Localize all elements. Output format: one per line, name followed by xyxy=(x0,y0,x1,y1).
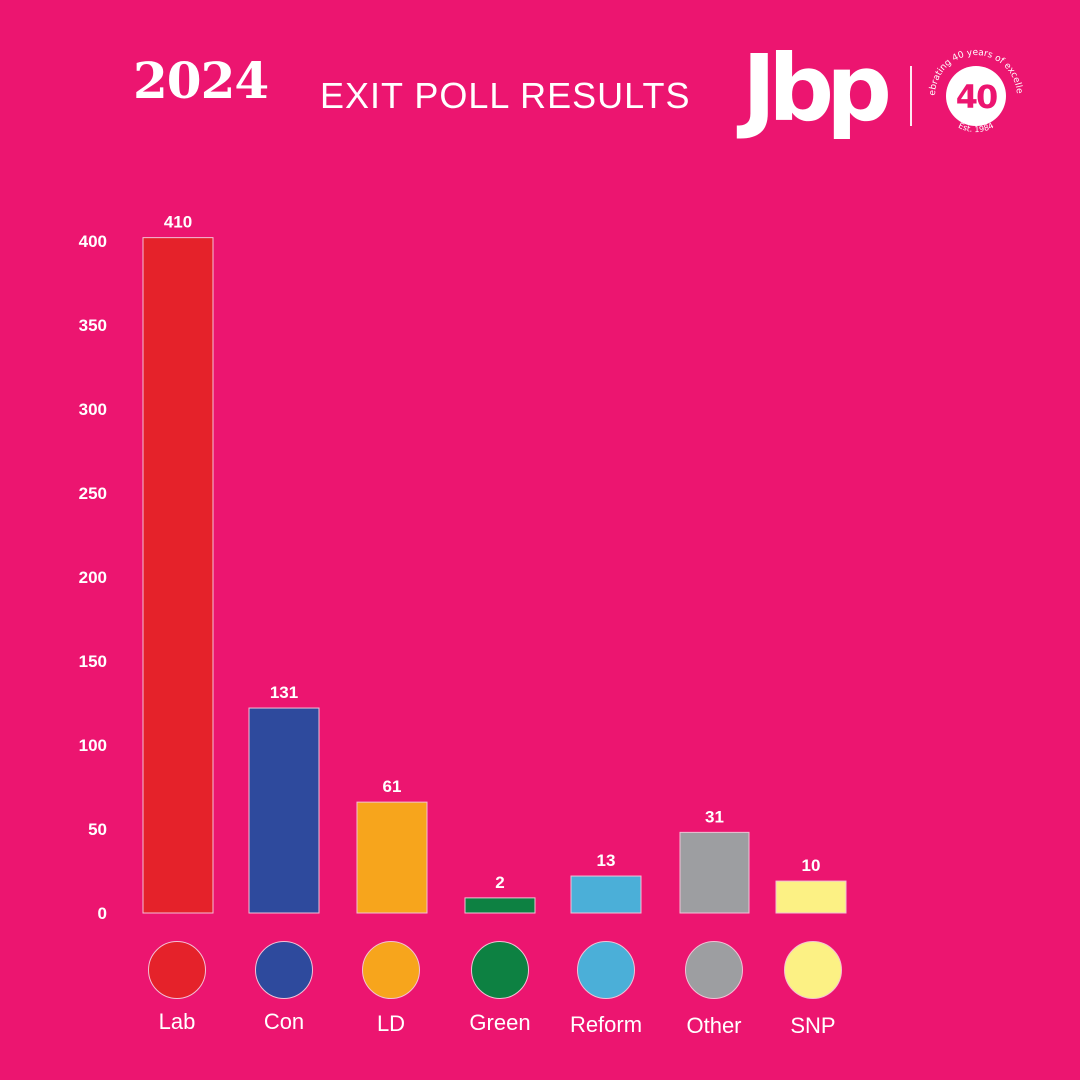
bar-other xyxy=(679,831,750,914)
value-label-other: 31 xyxy=(705,807,724,826)
value-label-con: 131 xyxy=(270,683,298,702)
legend-swatch-other xyxy=(685,941,743,999)
page-title: EXIT POLL RESULTS xyxy=(320,75,691,116)
legend-swatch-reform xyxy=(577,941,635,999)
logo-divider xyxy=(910,66,912,126)
value-label-snp: 10 xyxy=(802,856,821,875)
category-label-ld: LD xyxy=(377,1011,405,1036)
value-label-ld: 61 xyxy=(383,777,402,796)
badge-number: 40 xyxy=(956,78,997,116)
legend-swatch-con xyxy=(255,941,313,999)
value-label-green: 2 xyxy=(495,873,504,892)
anniversary-badge-icon: 40 Celebrating 40 years of excellence Es… xyxy=(926,46,1024,134)
legend: Lab Con LD Green Reform Other SNP xyxy=(148,941,842,1038)
bar-ld xyxy=(356,801,428,914)
category-label-snp: SNP xyxy=(790,1013,835,1038)
y-tick-label: 250 xyxy=(79,484,107,503)
header: 2024 EXIT POLL RESULTS Jbp 40 Celebratin… xyxy=(0,0,1080,160)
category-label-con: Con xyxy=(264,1009,304,1034)
legend-swatch-green xyxy=(471,941,529,999)
y-axis: 0 50 100 150 200 250 300 350 400 xyxy=(79,232,107,923)
y-tick-label: 200 xyxy=(79,568,107,587)
bar-snp xyxy=(775,880,847,914)
y-tick-label: 400 xyxy=(79,232,107,251)
category-label-reform: Reform xyxy=(570,1012,642,1037)
value-label-lab: 410 xyxy=(164,213,192,232)
value-label-reform: 13 xyxy=(597,851,616,870)
legend-swatch-snp xyxy=(784,941,842,999)
brand-wordmark: Jbp xyxy=(742,35,892,142)
jbp-logo: Jbp 40 Celebrating 40 years of excellenc… xyxy=(740,35,1040,153)
y-tick-label: 350 xyxy=(79,316,107,335)
y-tick-label: 150 xyxy=(79,652,107,671)
bar-green xyxy=(464,897,536,914)
bar-reform xyxy=(570,875,642,914)
legend-swatch-lab xyxy=(148,941,206,999)
category-label-lab: Lab xyxy=(159,1009,196,1034)
y-tick-label: 100 xyxy=(79,736,107,755)
category-label-other: Other xyxy=(686,1013,741,1038)
bars: 410 131 61 2 13 31 10 xyxy=(142,213,847,914)
badge-est: Est. 1984 xyxy=(957,121,995,134)
bar-con xyxy=(248,707,320,914)
y-tick-label: 50 xyxy=(88,820,107,839)
year-heading: 2024 xyxy=(133,51,269,110)
y-tick-label: 300 xyxy=(79,400,107,419)
bar-lab xyxy=(142,237,214,914)
category-label-green: Green xyxy=(469,1010,530,1035)
legend-swatch-ld xyxy=(362,941,420,999)
y-tick-label: 0 xyxy=(98,904,107,923)
svg-text:Est. 1984: Est. 1984 xyxy=(957,121,995,134)
